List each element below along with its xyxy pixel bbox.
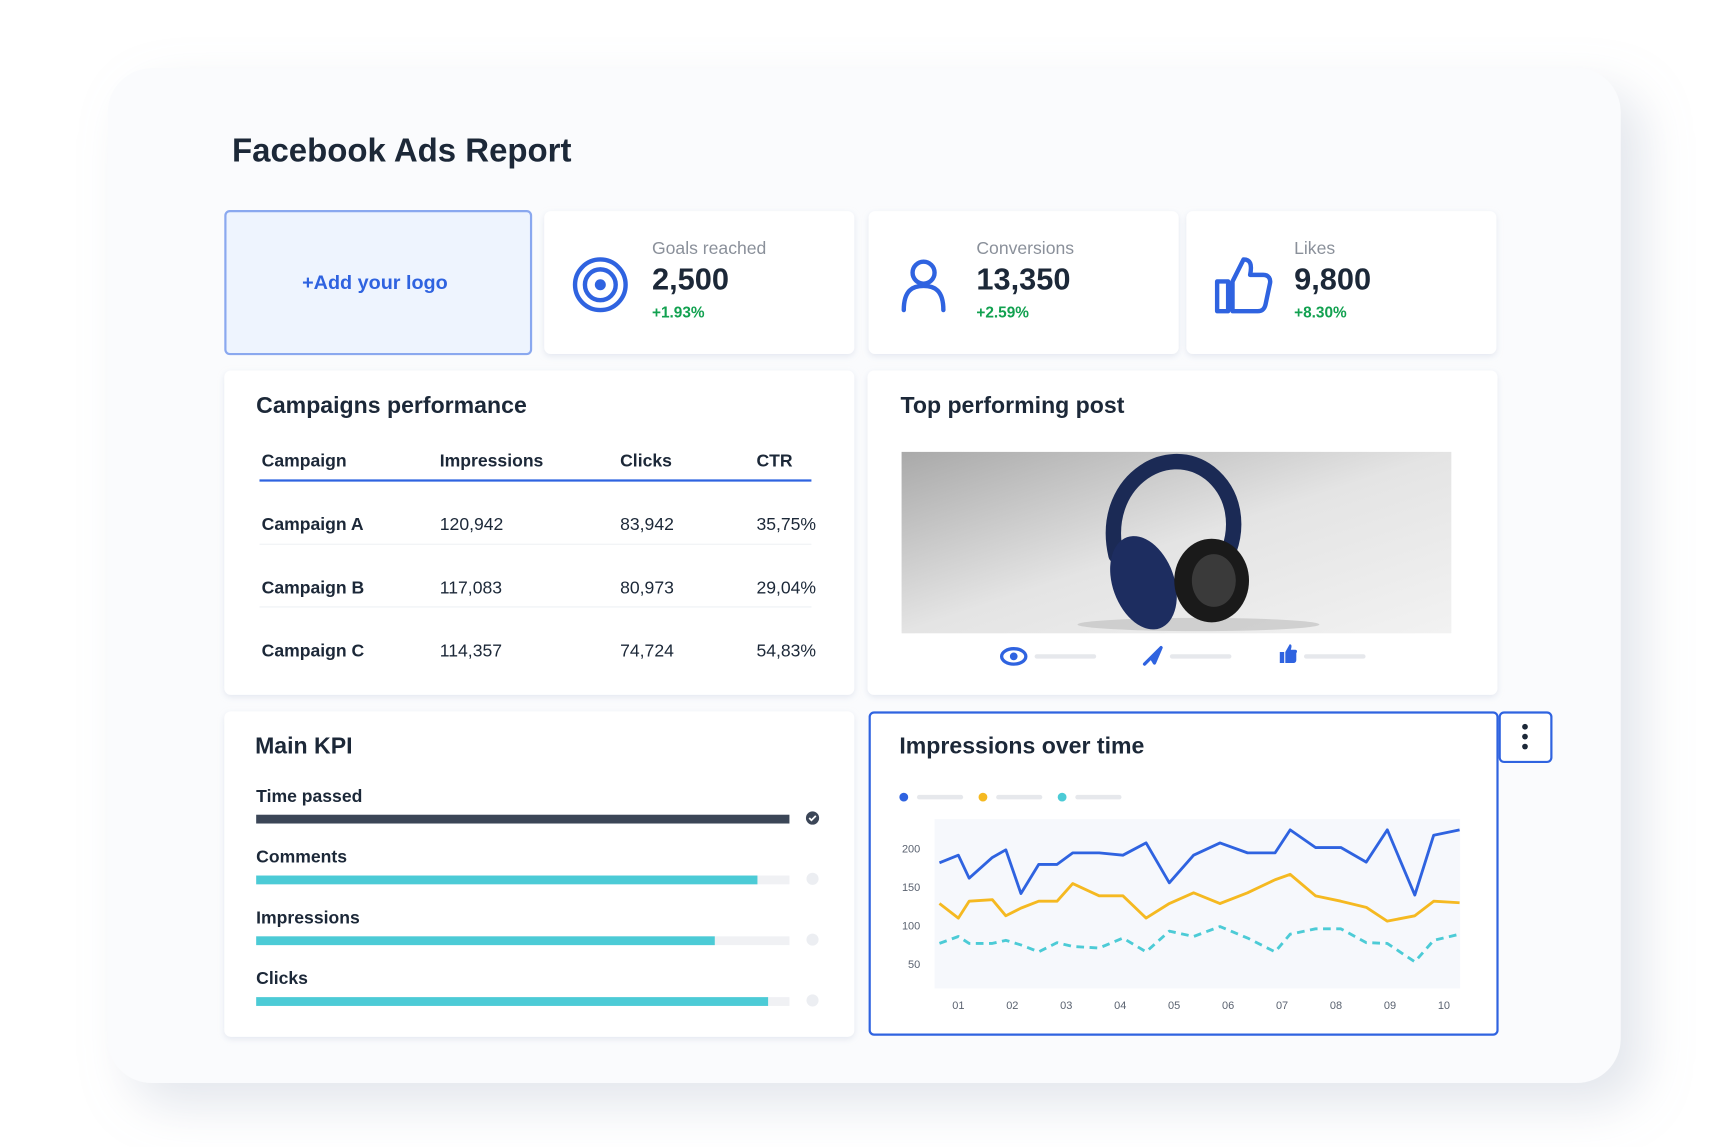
plot-area <box>934 819 1461 989</box>
table-cell: 114,357 <box>440 641 502 661</box>
pending-dot <box>806 933 819 946</box>
series-line <box>938 925 1460 964</box>
table-cell: Campaign C <box>262 641 365 661</box>
card-title: Top performing post <box>900 392 1124 418</box>
series-line <box>938 872 1460 923</box>
kpi-card <box>224 711 855 1037</box>
table-cell: Campaign A <box>262 514 364 534</box>
y-tick-label: 200 <box>902 844 920 856</box>
progress-bar <box>256 936 715 946</box>
table-cell: 83,942 <box>620 514 674 534</box>
kpi-value: 2,500 <box>652 262 729 297</box>
table-cell: 54,83% <box>756 641 816 661</box>
y-tick-label: 150 <box>902 882 920 894</box>
progress-bar <box>256 997 769 1006</box>
x-tick-label: 08 <box>1330 1000 1342 1012</box>
kpi-card <box>868 211 1179 355</box>
column-header: Campaign <box>262 450 347 470</box>
progress-label: Comments <box>256 847 347 867</box>
table-cell: Campaign B <box>262 577 365 597</box>
progress-list: Time passed Comments Impressions Clicks <box>256 786 820 1007</box>
kpi-change: +1.93% <box>652 304 705 321</box>
legend-swatch <box>1057 792 1067 802</box>
kpi-icon <box>901 259 946 313</box>
table-cell: 80,973 <box>620 577 674 597</box>
x-tick-label: 06 <box>1222 1000 1234 1012</box>
y-tick-label: 50 <box>908 959 920 971</box>
kpi-change: +8.30% <box>1294 304 1347 321</box>
progress-label: Time passed <box>256 786 362 806</box>
table-cell: 35,75% <box>756 514 816 534</box>
table-cell: 29,04% <box>756 577 816 597</box>
kpi-icon <box>1214 257 1273 314</box>
x-tick-label: 01 <box>952 1000 964 1012</box>
legend-swatch <box>978 792 988 802</box>
done-icon <box>805 811 820 825</box>
legend-swatch <box>899 792 909 802</box>
campaign-table: Campaign Impressions Clicks CTR Campaign A 12… <box>262 450 816 660</box>
column-header: CTR <box>756 450 792 470</box>
series-line <box>938 828 1460 897</box>
x-tick-label: 02 <box>1006 1000 1018 1012</box>
x-tick-label: 10 <box>1438 1000 1450 1012</box>
pending-dot <box>806 872 819 885</box>
x-tick-label: 09 <box>1384 1000 1396 1012</box>
table-cell: 74,724 <box>620 641 674 661</box>
x-tick-label: 04 <box>1114 1000 1126 1012</box>
column-header: Impressions <box>440 450 544 470</box>
kpi-label: Conversions <box>976 238 1074 258</box>
column-header: Clicks <box>620 450 672 470</box>
logo-text[interactable]: +Add your logo <box>302 272 448 294</box>
x-tick-label: 03 <box>1060 1000 1072 1012</box>
logo-box[interactable] <box>224 210 533 356</box>
post-image <box>901 451 1452 634</box>
chart-title: Impressions over time <box>899 733 1144 759</box>
pending-dot <box>806 994 819 1007</box>
post-stats <box>999 644 1366 666</box>
y-tick-label: 100 <box>902 920 920 932</box>
kpi-card <box>544 211 855 355</box>
kpi-row: Goals reached 2,500 +1.93% Conversions 13,35… <box>544 211 1497 355</box>
table-cell: 117,083 <box>440 577 502 597</box>
progress-bar <box>256 875 758 885</box>
table-cell: 120,942 <box>440 514 504 534</box>
kpi-card <box>1186 211 1497 355</box>
kpi-change: +2.59% <box>976 304 1029 321</box>
x-tick-label: 07 <box>1276 1000 1288 1012</box>
campaigns-card <box>224 370 855 695</box>
progress-label: Clicks <box>256 968 308 988</box>
card-title: Main KPI <box>255 733 352 759</box>
kpi-value: 9,800 <box>1294 262 1371 297</box>
kpi-icon <box>572 257 628 313</box>
kpi-label: Goals reached <box>652 238 766 258</box>
x-tick-label: 05 <box>1168 1000 1180 1012</box>
chart: 50 100 150 200 01 02 03 04 05 06 07 08 09 10 <box>899 792 1460 1012</box>
report-title: Facebook Ads Report <box>232 132 572 169</box>
card-title: Campaigns performance <box>256 392 527 418</box>
kpi-value: 13,350 <box>976 262 1070 297</box>
progress-bar <box>256 814 790 824</box>
kpi-label: Likes <box>1294 238 1335 258</box>
progress-label: Impressions <box>256 907 360 927</box>
